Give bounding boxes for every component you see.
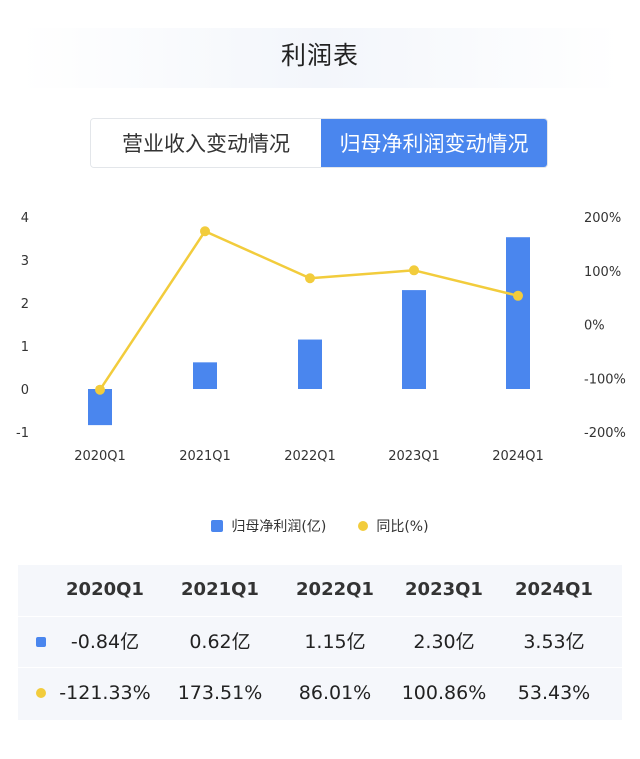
table-cell: -0.84亿 (70, 631, 140, 653)
table-cell: -121.33% (59, 682, 151, 704)
page-title: 利润表 (280, 41, 359, 70)
left-axis-tick-label: 1 (21, 340, 29, 355)
table-header-cell: 2024Q1 (515, 579, 593, 600)
yoy-point (305, 273, 315, 284)
tab-bar: 营业收入变动情况 归母净利润变动情况 (90, 118, 548, 168)
legend-label-yoy: 同比(%) (376, 519, 429, 535)
row-divider (18, 667, 622, 668)
yoy-point (513, 290, 523, 301)
legend-bar-swatch (211, 520, 224, 532)
line-series-marker (36, 688, 46, 698)
right-axis-tick-label: -100% (584, 372, 626, 387)
table-cell: 100.86% (401, 682, 487, 704)
table-cell: 173.51% (177, 682, 263, 704)
bar-series-marker (36, 637, 46, 647)
x-axis-tick-label: 2024Q1 (492, 449, 544, 464)
table-header-cell: 2023Q1 (405, 579, 483, 600)
legend-item-net-profit[interactable]: 归母净利润(亿) (211, 516, 326, 536)
table-header-cell: 2020Q1 (66, 579, 144, 600)
table-header-cell: 2021Q1 (181, 579, 259, 600)
bar (88, 389, 112, 426)
x-axis-tick-label: 2022Q1 (284, 449, 336, 464)
right-axis-tick-label: 0% (584, 319, 605, 334)
right-axis-tick-label: 100% (584, 265, 621, 280)
left-axis-tick-label: 4 (21, 211, 29, 226)
left-axis-tick-label: -1 (16, 426, 29, 441)
bar (506, 237, 530, 389)
table-row-yoy: -121.33% 173.51% 86.01% 100.86% 53.43% (18, 668, 622, 718)
table-cell: 3.53亿 (523, 631, 585, 653)
chart-legend: 归母净利润(亿) 同比(%) (0, 516, 640, 536)
left-axis-tick-label: 2 (21, 297, 29, 312)
left-axis-tick-label: 0 (21, 383, 29, 398)
left-axis-tick-label: 3 (21, 254, 29, 269)
right-axis-tick-label: 200% (584, 211, 621, 226)
bar (193, 362, 217, 389)
tab-net-profit-change[interactable]: 归母净利润变动情况 (321, 119, 547, 167)
legend-item-yoy[interactable]: 同比(%) (358, 516, 429, 536)
legend-label-net-profit: 归母净利润(亿) (231, 519, 327, 535)
table-cell: 1.15亿 (304, 631, 366, 653)
yoy-point (409, 265, 419, 276)
bar (402, 290, 426, 389)
table-cell: 0.62亿 (189, 631, 251, 653)
x-axis-tick-label: 2020Q1 (74, 449, 126, 464)
table-cell: 86.01% (298, 682, 372, 704)
title-band (20, 28, 620, 88)
data-table: 2020Q1 2021Q1 2022Q1 2023Q1 2024Q1 -0.84… (18, 565, 622, 720)
x-axis-tick-label: 2021Q1 (179, 449, 231, 464)
table-cell: 53.43% (517, 682, 591, 704)
combo-chart: 4 3 2 1 0 -1 200% 100% 0% -100% -200% 2020Q1 2021Q1 2… (16, 211, 626, 464)
row-divider (18, 616, 622, 617)
x-axis-tick-label: 2023Q1 (388, 449, 440, 464)
tab-revenue-change[interactable]: 营业收入变动情况 (91, 119, 321, 167)
bar (298, 339, 322, 389)
table-header-row: 2020Q1 2021Q1 2022Q1 2023Q1 2024Q1 (18, 565, 622, 615)
table-cell: 2.30亿 (413, 631, 475, 653)
table-header-cell: 2022Q1 (296, 579, 374, 600)
yoy-point (200, 226, 210, 237)
table-row-net-profit: -0.84亿 0.62亿 1.15亿 2.30亿 3.53亿 (18, 617, 622, 667)
right-axis-tick-label: -200% (584, 426, 626, 441)
yoy-point (95, 384, 105, 395)
legend-line-swatch (358, 521, 369, 531)
